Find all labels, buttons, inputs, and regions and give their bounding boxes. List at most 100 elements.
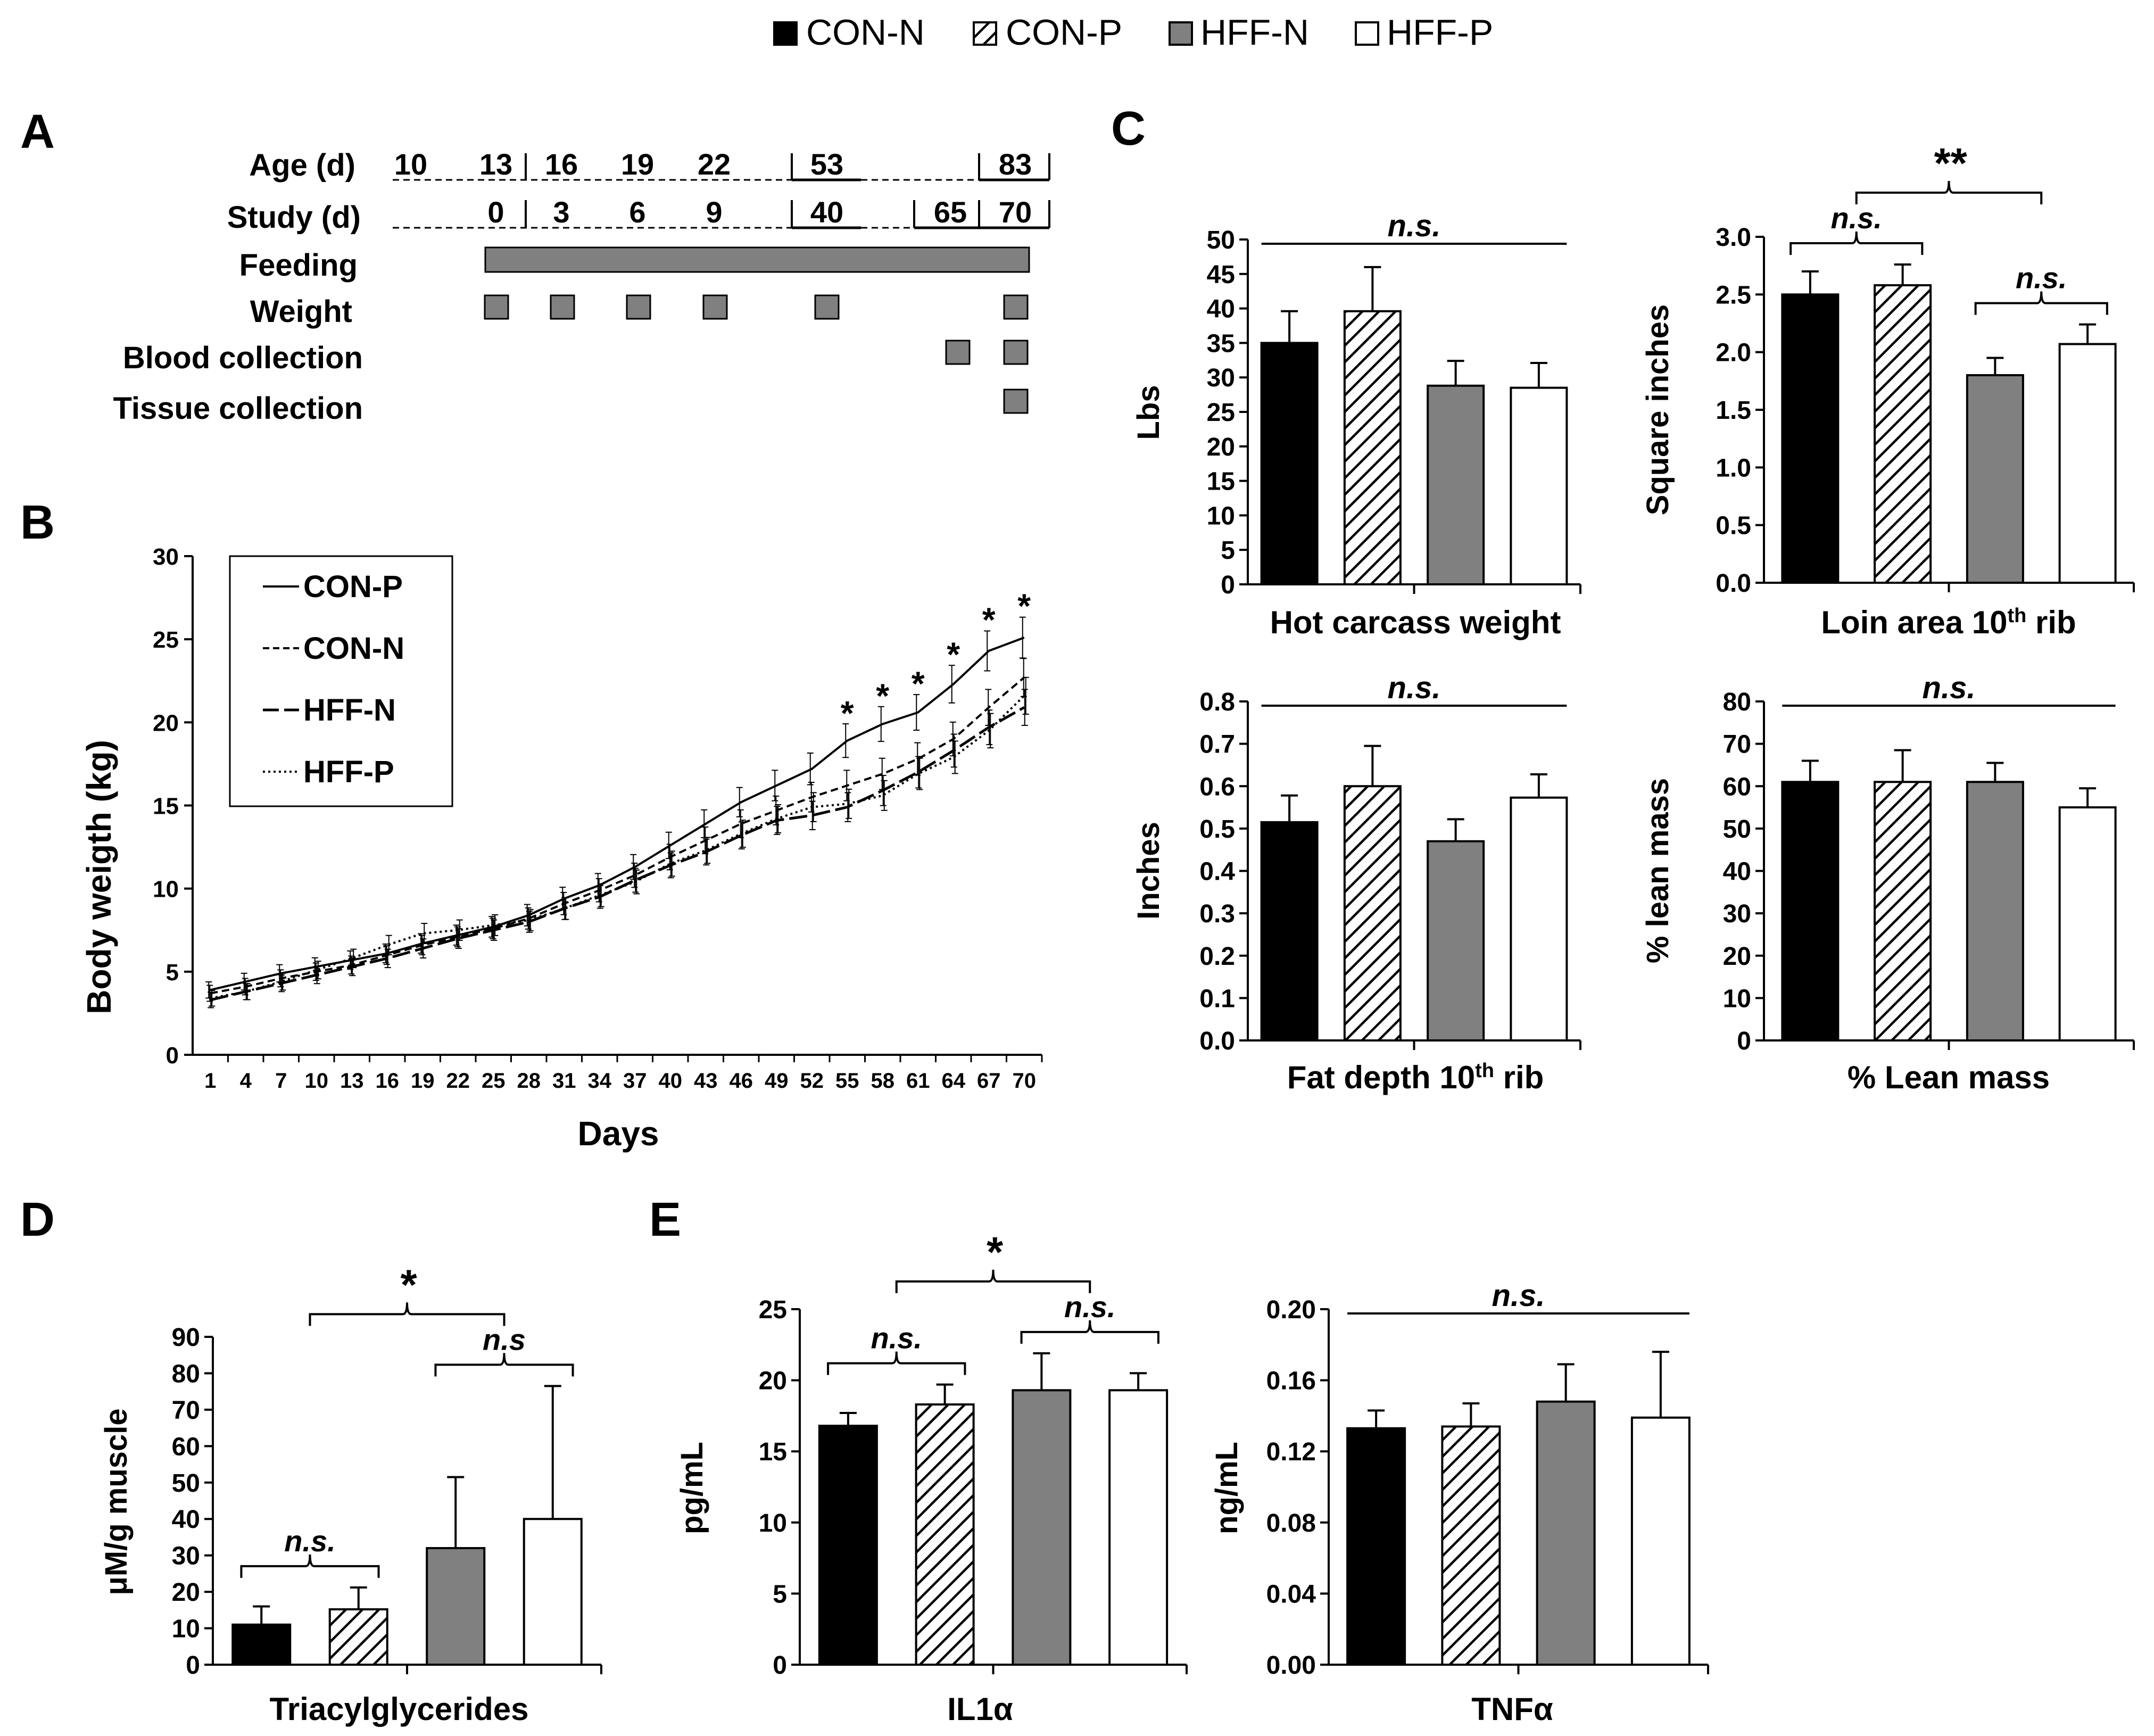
bar-hff-n [1012,1389,1072,1666]
tissue-marker [1003,388,1029,414]
significance-star: * [876,676,889,715]
x-tick-label: 67 [977,1069,1001,1093]
significance-bracket [1020,1320,1159,1344]
legend-swatch-con-n [773,21,798,46]
line-chart-xlabel: Days [578,1114,659,1153]
weight-marker [550,294,575,320]
y-tick-label: 25 [153,627,179,653]
weight-marker [1003,294,1029,320]
y-tick-label: 20 [759,1367,787,1395]
x-tick-label: 55 [835,1069,859,1093]
legend-swatch-hff-n [1169,21,1193,46]
y-tick-label: 0 [186,1651,200,1680]
x-tick-label: 61 [906,1069,930,1093]
x-tick-label: 13 [340,1069,364,1093]
bar-con-p [1343,785,1402,1041]
x-tick-label: 52 [800,1069,824,1093]
y-tick-label: 25 [759,1296,787,1324]
x-tick-label: 19 [411,1069,435,1093]
y-tick-label: 45 [1207,261,1235,289]
y-tick-label: 20 [172,1578,200,1607]
y-tick-label: 10 [759,1509,787,1537]
legend-line-label-con-p: CON-P [303,569,403,604]
x-tick-label: 37 [623,1069,647,1093]
x-axis-label: TNFα [1471,1691,1553,1727]
age-tick: 16 [545,147,578,181]
x-tick-label: 7 [275,1069,287,1093]
y-tick-label: 80 [1723,688,1751,716]
line-legend-box: CON-P CON-N HFF-N HFF-P [229,555,453,807]
significance-label: n.s. [1388,209,1441,243]
y-tick-label: 0.16 [1266,1367,1316,1395]
bar-hff-p [2058,806,2117,1041]
y-tick-label: 1.5 [1716,396,1751,425]
significance-label: n.s. [284,1524,335,1558]
age-tick: 53 [810,147,843,181]
x-axis-label: IL1α [947,1691,1013,1727]
x-tick-label: 28 [517,1069,541,1093]
study-tick: 9 [706,195,722,229]
study-tick: 70 [999,195,1032,229]
significance-label: n.s. [1064,1290,1115,1324]
significance-star: * [841,694,854,732]
age-tick: 13 [479,147,512,181]
bar-hff-p [2058,343,2117,584]
significance-star: * [947,635,960,674]
y-tick-label: 0.6 [1199,773,1235,801]
x-tick-label: 4 [240,1069,252,1093]
y-axis-label: Lbs [1131,385,1166,440]
significance-bracket [1855,180,2043,204]
x-tick-label: 22 [446,1069,470,1093]
blood-marker [945,340,971,365]
significance-star: * [1017,587,1031,625]
significance-label: * [985,1228,1004,1276]
weight-marker [626,294,651,320]
y-tick-label: 70 [172,1396,200,1425]
bar-con-p [1441,1425,1501,1666]
significance-bracket [309,1302,506,1326]
legend-swatch-con-p [973,21,997,46]
y-tick-label: 15 [1207,468,1235,496]
significance-bracket [1790,231,1924,255]
y-tick-label: 0.5 [1716,512,1751,540]
y-tick-label: 0 [773,1651,787,1680]
y-tick-label: 0.20 [1266,1296,1316,1324]
y-tick-label: 2.0 [1716,339,1751,367]
y-axis-label: Square inches [1641,304,1675,515]
bar-con-p [915,1403,975,1666]
loin-area-chart: 0.0 0.5 1.0 1.5 2.0 2.5 3.0 Square inches Loin a… [1641,139,2135,640]
significance-label: n.s. [2016,261,2067,295]
bar-con-n [1781,781,1840,1041]
y-tick-label: 0.4 [1199,858,1235,886]
y-axis-label: pg/mL [675,1442,709,1534]
weight-row-label: Weight [250,294,352,329]
y-tick-label: 0 [1737,1027,1751,1055]
y-tick-label: 25 [1207,399,1235,427]
significance-label: * [399,1261,417,1308]
legend-label-hff-p: HFF-P [1387,12,1493,53]
bar-con-n [231,1623,292,1666]
lean-mass-chart: 0 10 20 30 40 50 60 70 80 % lean mass % Lean mass n… [1641,671,2135,1095]
x-tick-label: 49 [765,1069,789,1093]
study-row-label: Study (d) [227,200,361,235]
y-tick-label: 5 [166,960,179,986]
y-tick-label: 5 [773,1580,787,1608]
bar-hff-p [523,1518,583,1666]
age-tick: 22 [698,147,731,181]
significance-bracket [240,1554,380,1578]
age-row-label: Age (d) [249,148,355,183]
x-tick-label: 43 [694,1069,718,1093]
y-tick-label: 0 [166,1043,179,1069]
y-tick-label: 30 [153,544,179,570]
y-axis-label: μM/g muscle [99,1408,134,1595]
y-tick-label: 50 [1723,815,1751,844]
y-tick-label: 20 [1723,943,1751,971]
significance-label: n.s. [1831,201,1882,235]
bar-con-n [1260,342,1319,586]
feeding-row-label: Feeding [239,248,358,283]
y-tick-label: 10 [172,1615,200,1643]
legend-line-label-hff-n: HFF-N [303,693,396,728]
x-tick-label: 31 [552,1069,576,1093]
x-tick-label: 58 [871,1069,895,1093]
age-tick: 10 [394,147,427,181]
